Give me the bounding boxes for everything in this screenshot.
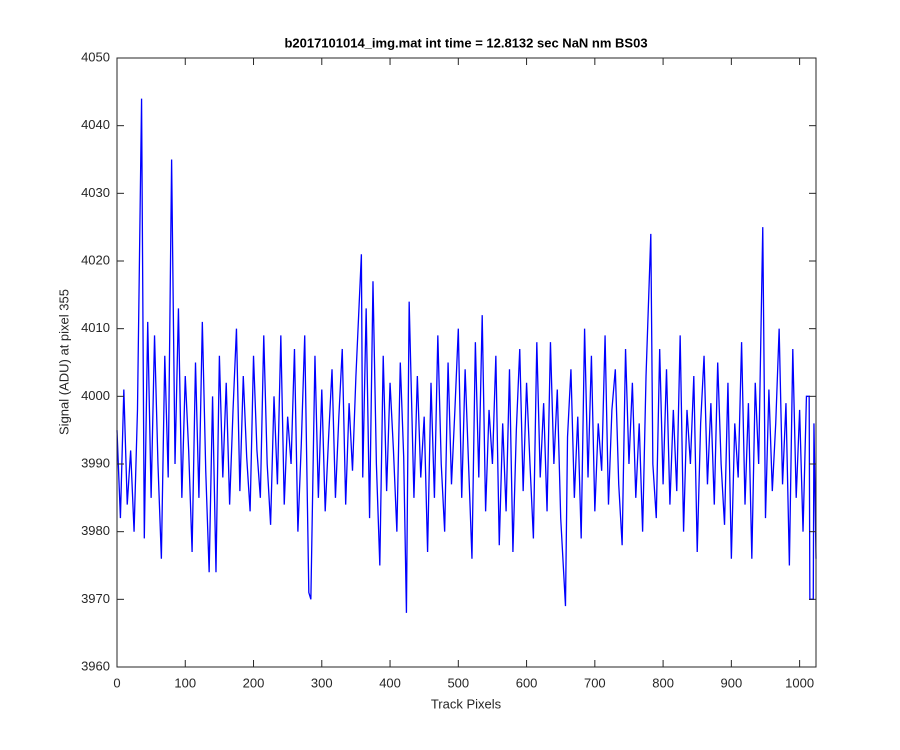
- x-tick-label: 800: [652, 675, 674, 690]
- x-tick-label: 900: [721, 675, 743, 690]
- x-tick-label: 400: [379, 675, 401, 690]
- y-tick-label: 4020: [81, 252, 110, 267]
- chart-title: b2017101014_img.mat int time = 12.8132 s…: [284, 35, 647, 50]
- y-tick-label: 4000: [81, 388, 110, 403]
- y-axis-label: Signal (ADU) at pixel 355: [56, 289, 71, 435]
- x-tick-label: 1000: [785, 675, 814, 690]
- y-tick-label: 4010: [81, 320, 110, 335]
- y-tick-label: 3990: [81, 455, 110, 470]
- y-tick-label: 4050: [81, 49, 110, 64]
- x-tick-label: 700: [584, 675, 606, 690]
- x-tick-label: 200: [243, 675, 265, 690]
- y-tick-label: 3960: [81, 658, 110, 673]
- x-tick-label: 100: [174, 675, 196, 690]
- y-tick-label: 4040: [81, 117, 110, 132]
- plot-frame: [116, 57, 817, 668]
- y-tick-label: 3980: [81, 523, 110, 538]
- x-tick-label: 500: [447, 675, 469, 690]
- data-line: [116, 98, 817, 613]
- x-tick-label: 600: [516, 675, 538, 690]
- x-tick-label: 300: [311, 675, 333, 690]
- x-axis-label: Track Pixels: [431, 696, 502, 711]
- x-tick-label: 0: [113, 675, 120, 690]
- y-tick-label: 4030: [81, 185, 110, 200]
- y-tick-label: 3970: [81, 591, 110, 606]
